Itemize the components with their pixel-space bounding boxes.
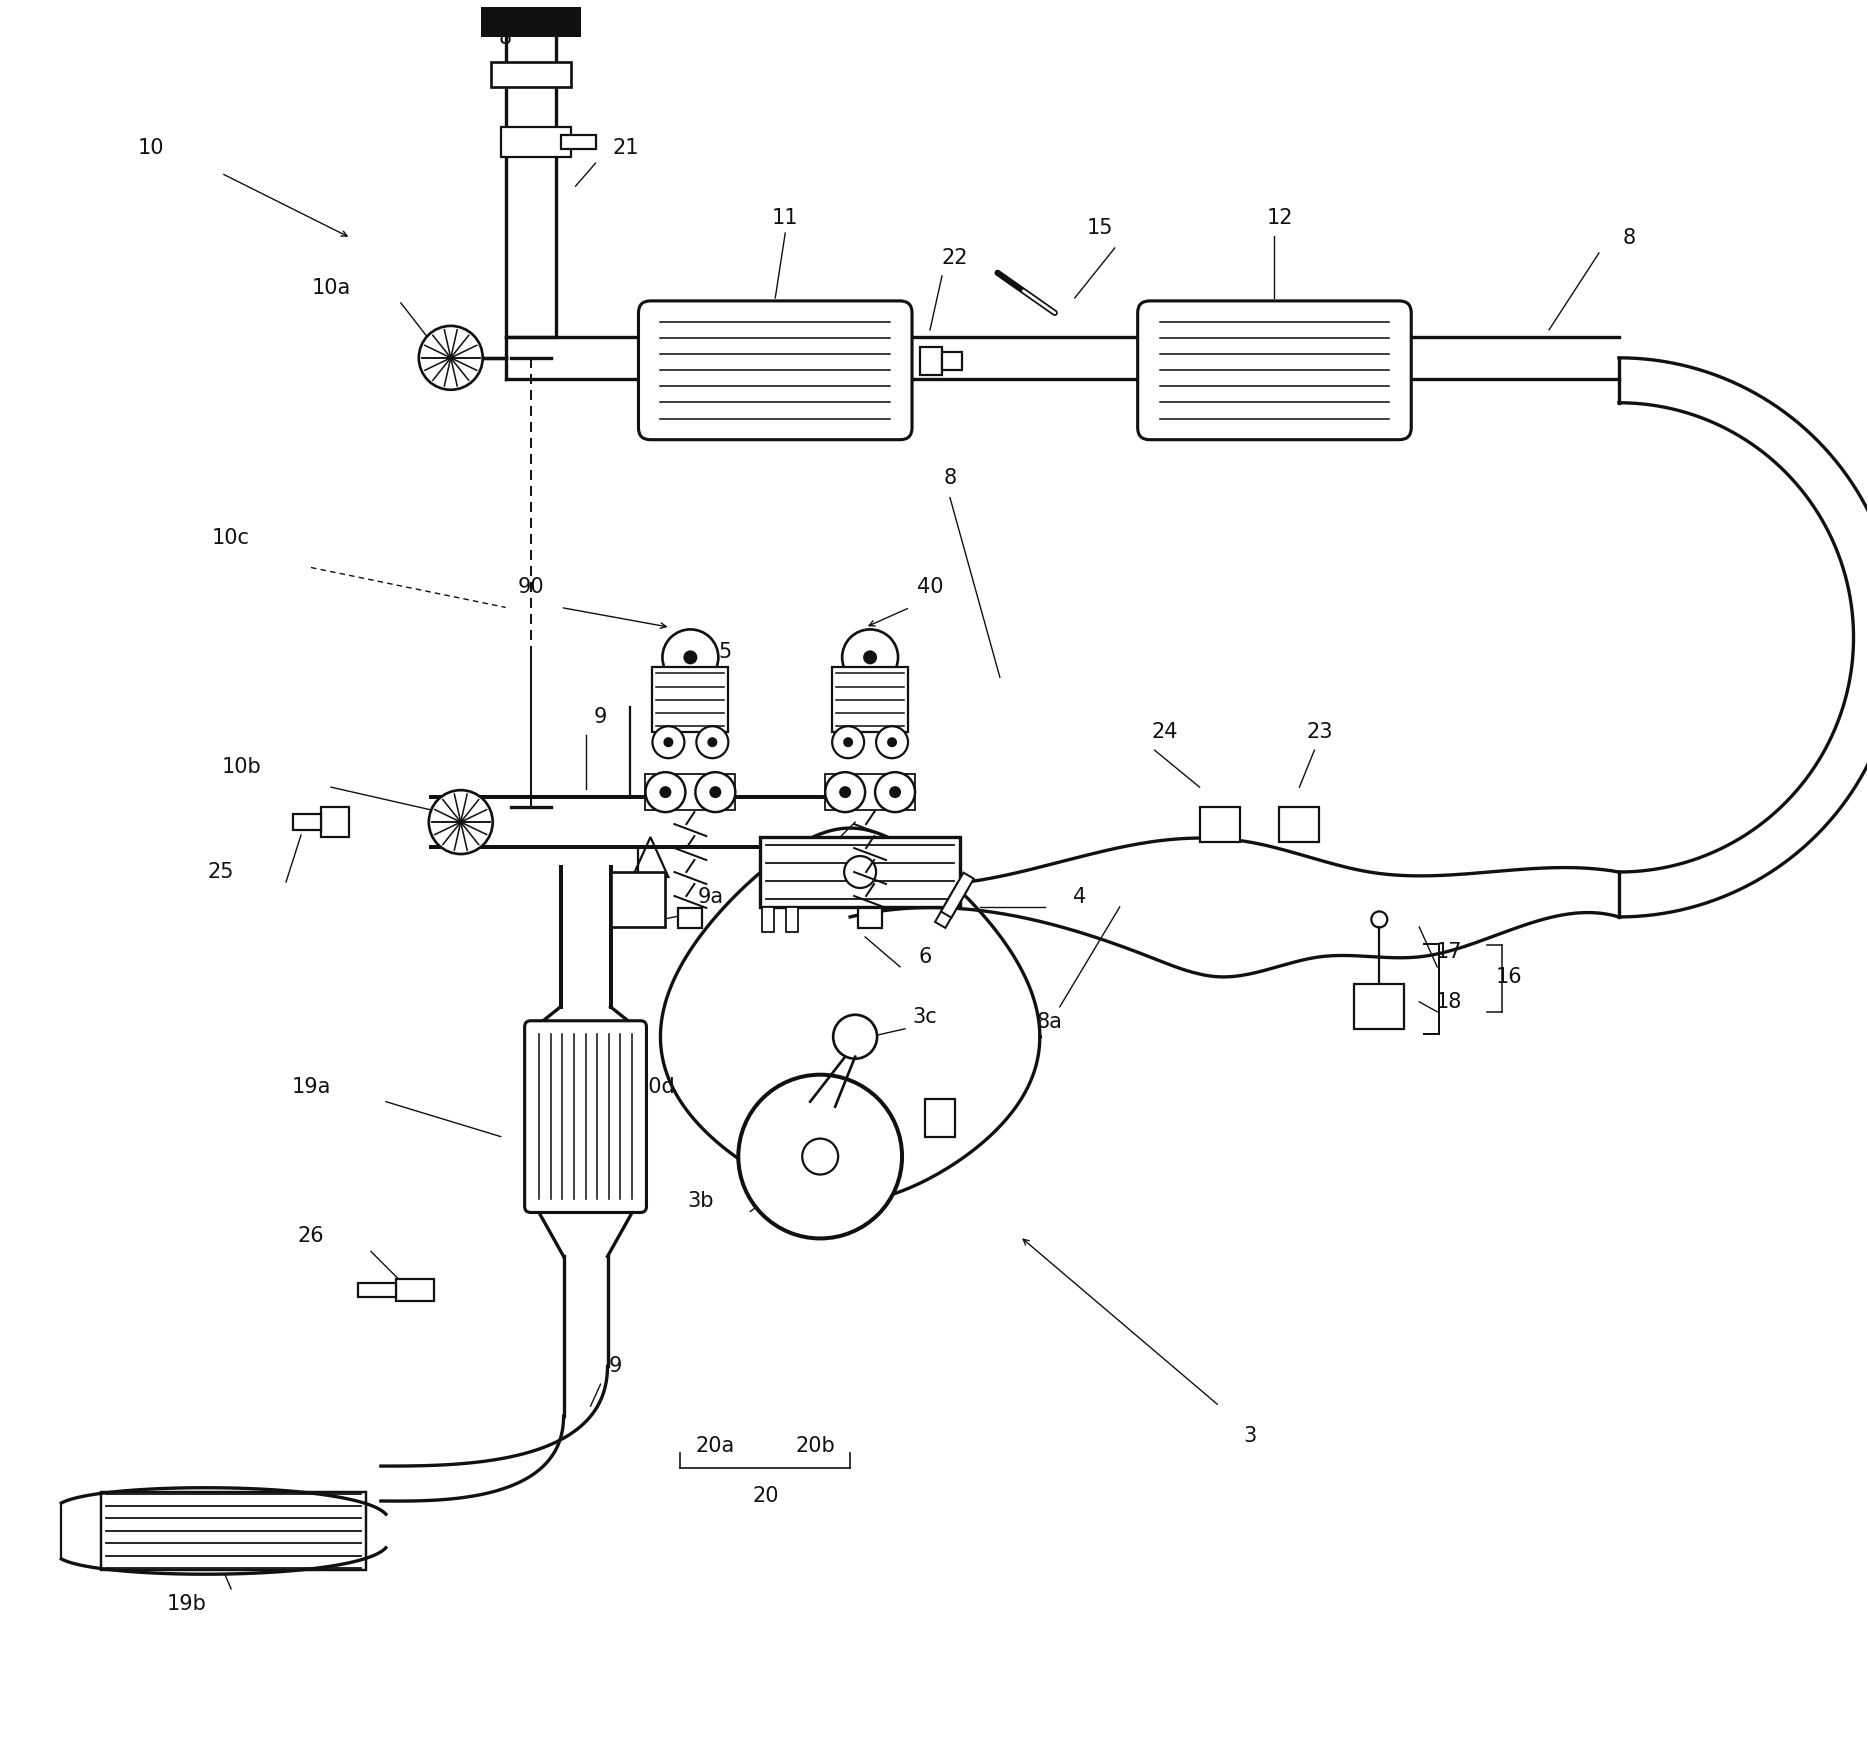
Text: 9: 9 <box>594 708 607 727</box>
Bar <box>762 907 773 931</box>
Text: 3: 3 <box>1242 1427 1255 1446</box>
Bar <box>480 7 581 37</box>
Circle shape <box>844 856 876 887</box>
Circle shape <box>652 726 684 759</box>
Bar <box>921 346 941 374</box>
Text: 18: 18 <box>1436 991 1463 1012</box>
Circle shape <box>710 785 721 798</box>
Text: 19b: 19b <box>166 1594 205 1615</box>
Text: 8a: 8a <box>1037 1012 1063 1031</box>
Circle shape <box>646 771 686 812</box>
Text: 25: 25 <box>207 863 234 882</box>
Text: 10b: 10b <box>220 757 262 777</box>
Bar <box>646 775 736 810</box>
Text: 9: 9 <box>609 1356 622 1376</box>
Text: 15: 15 <box>1087 218 1113 237</box>
Bar <box>501 127 570 156</box>
Circle shape <box>663 738 672 747</box>
Circle shape <box>889 785 900 798</box>
Bar <box>359 1283 396 1297</box>
Circle shape <box>659 785 671 798</box>
Bar <box>321 806 349 836</box>
Bar <box>506 18 555 337</box>
Text: 17: 17 <box>1436 942 1463 961</box>
Text: 10d: 10d <box>635 1077 676 1096</box>
Polygon shape <box>62 1488 387 1574</box>
Circle shape <box>801 1139 839 1174</box>
Circle shape <box>833 1016 878 1059</box>
Text: 10: 10 <box>138 139 164 158</box>
Bar <box>491 61 570 88</box>
Circle shape <box>839 785 852 798</box>
Text: 24: 24 <box>1151 722 1179 741</box>
Text: 21: 21 <box>613 139 639 158</box>
Circle shape <box>1371 912 1388 928</box>
Text: 8: 8 <box>1621 228 1636 248</box>
Bar <box>1354 984 1405 1030</box>
Circle shape <box>663 629 719 685</box>
Text: 12: 12 <box>1267 207 1293 228</box>
Circle shape <box>826 771 865 812</box>
Text: 40: 40 <box>917 578 943 597</box>
Text: 7: 7 <box>869 798 882 817</box>
Text: 4: 4 <box>1072 887 1087 907</box>
Text: 5: 5 <box>719 643 732 662</box>
Bar <box>857 908 882 928</box>
FancyBboxPatch shape <box>639 300 912 439</box>
Bar <box>760 836 960 907</box>
Circle shape <box>708 738 717 747</box>
Circle shape <box>887 738 897 747</box>
Text: 19a: 19a <box>291 1077 331 1096</box>
Text: 3c: 3c <box>913 1007 938 1026</box>
FancyBboxPatch shape <box>1138 300 1410 439</box>
FancyBboxPatch shape <box>525 1021 646 1212</box>
Circle shape <box>863 650 878 664</box>
Circle shape <box>430 791 493 854</box>
Circle shape <box>738 1075 902 1239</box>
Circle shape <box>842 629 899 685</box>
Text: 11: 11 <box>771 207 798 228</box>
Circle shape <box>831 726 865 759</box>
Bar <box>941 873 973 917</box>
Text: 90: 90 <box>517 578 544 597</box>
Bar <box>652 668 729 733</box>
Circle shape <box>874 771 915 812</box>
Text: 20a: 20a <box>695 1435 734 1457</box>
Text: 20: 20 <box>753 1486 779 1506</box>
Bar <box>611 871 665 928</box>
Bar <box>831 668 908 733</box>
Text: 9a: 9a <box>697 887 723 907</box>
Bar <box>1199 806 1240 842</box>
Text: 10a: 10a <box>312 278 351 299</box>
Bar <box>941 351 962 369</box>
Circle shape <box>842 738 854 747</box>
Circle shape <box>876 726 908 759</box>
Text: 10c: 10c <box>213 527 250 548</box>
Circle shape <box>684 650 697 664</box>
Circle shape <box>695 771 736 812</box>
Text: 20b: 20b <box>796 1435 835 1457</box>
Circle shape <box>418 325 482 390</box>
Bar <box>786 907 798 931</box>
Text: 16: 16 <box>1496 966 1522 987</box>
Bar <box>678 908 702 928</box>
Text: 26: 26 <box>297 1226 325 1246</box>
Text: 3b: 3b <box>687 1191 714 1212</box>
Text: 23: 23 <box>1306 722 1332 741</box>
Text: 8: 8 <box>943 467 956 488</box>
Bar <box>826 775 915 810</box>
Bar <box>396 1279 433 1302</box>
Bar <box>101 1492 366 1571</box>
Bar <box>293 813 321 829</box>
Bar <box>936 884 968 928</box>
Polygon shape <box>661 828 1040 1202</box>
Circle shape <box>697 726 729 759</box>
Bar <box>925 1098 955 1137</box>
Text: 8: 8 <box>499 28 512 49</box>
Bar <box>1280 806 1319 842</box>
Bar <box>560 135 596 149</box>
Text: 22: 22 <box>941 248 968 269</box>
Text: 6: 6 <box>919 947 932 966</box>
